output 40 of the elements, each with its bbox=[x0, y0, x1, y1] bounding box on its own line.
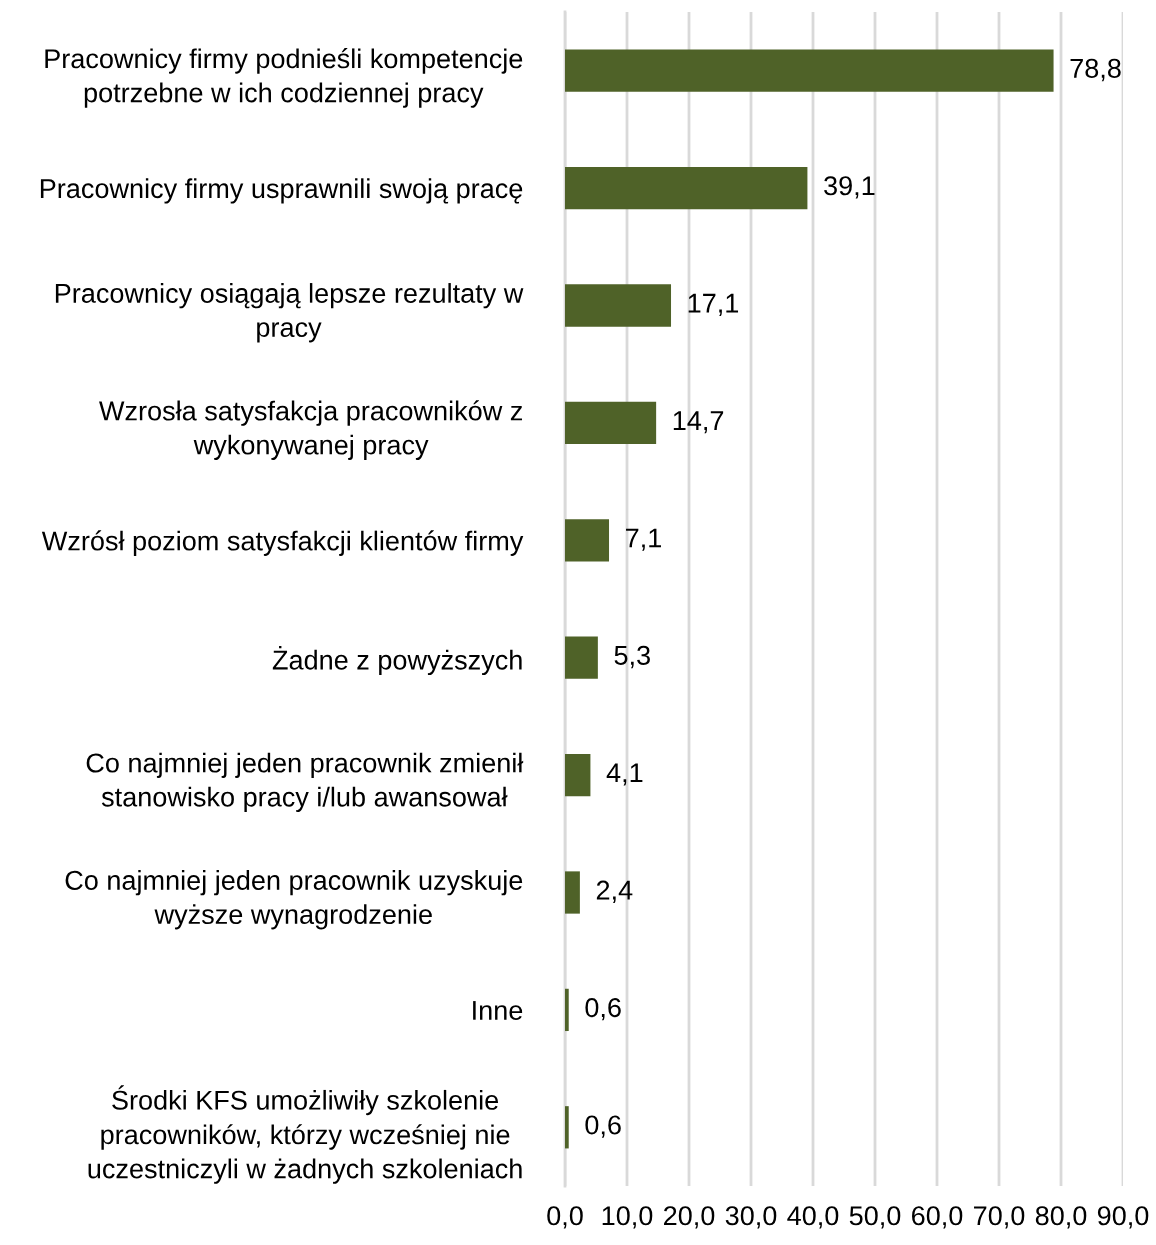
x-tick-label: 50,0 bbox=[849, 1206, 901, 1229]
data-label: 14,7 bbox=[673, 411, 724, 434]
y-tick-label: Pracownicy firmy podnieśli kompetencje potrzebne w ich codziennej pracy bbox=[45, 48, 523, 108]
bar bbox=[565, 519, 610, 562]
x-tick-label: 80,0 bbox=[1035, 1206, 1087, 1229]
data-label: 39,1 bbox=[824, 176, 875, 199]
y-tick-label: Żadne z powyższych bbox=[272, 645, 522, 676]
bar bbox=[565, 284, 672, 327]
x-tick-label: 70,0 bbox=[974, 1206, 1025, 1229]
data-label: 4,1 bbox=[606, 763, 643, 786]
x-tick-label: 30,0 bbox=[725, 1206, 777, 1229]
bar bbox=[565, 166, 808, 210]
data-label: 2,4 bbox=[596, 880, 633, 903]
data-label: 0,6 bbox=[585, 997, 621, 1021]
y-tick-label: Co najmniej jeden pracownik zmienił stanowisko pracy i/lub awansował bbox=[86, 752, 524, 812]
x-tick-label: 0,0 bbox=[547, 1206, 583, 1229]
y-tick-label: Wzrosła satysfakcja pracowników z wykonywanej pracy bbox=[99, 400, 522, 460]
data-label: 17,1 bbox=[688, 293, 739, 316]
y-tick-label: Pracownicy firmy usprawnili swoją pracę bbox=[40, 178, 523, 204]
bar bbox=[565, 1106, 569, 1149]
data-label: 7,1 bbox=[626, 528, 661, 551]
bar bbox=[565, 871, 580, 914]
bar bbox=[565, 49, 1054, 92]
x-tick-label: 10,0 bbox=[602, 1206, 653, 1229]
bar bbox=[565, 753, 591, 797]
x-tick-label: 60,0 bbox=[912, 1206, 963, 1229]
x-tick-label: 40,0 bbox=[787, 1206, 839, 1229]
x-tick-label: 90,0 bbox=[1097, 1206, 1149, 1229]
data-label: 5,3 bbox=[614, 645, 650, 669]
x-tick-label: 20,0 bbox=[664, 1206, 715, 1229]
data-label: 78,8 bbox=[1070, 58, 1121, 82]
bar bbox=[565, 401, 657, 445]
data-label: 0,6 bbox=[585, 1115, 621, 1138]
y-tick-label: Pracownicy osiągają lepsze rezultaty w pracy bbox=[55, 283, 524, 343]
bar bbox=[565, 636, 598, 679]
y-tick-label: Środki KFS umożliwiły szkolenie pracowników, którzy wcześniej nie uczestniczyli w żadnych szkoleniach bbox=[88, 1085, 522, 1184]
y-tick-label: Co najmniej jeden pracownik uzyskuje wyższe wynagrodzenie bbox=[65, 870, 523, 930]
y-tick-label: Wzrósł poziom satysfakcji klientów firmy bbox=[41, 530, 524, 556]
y-tick-label: Inne bbox=[473, 1001, 523, 1020]
bar bbox=[565, 988, 569, 1032]
